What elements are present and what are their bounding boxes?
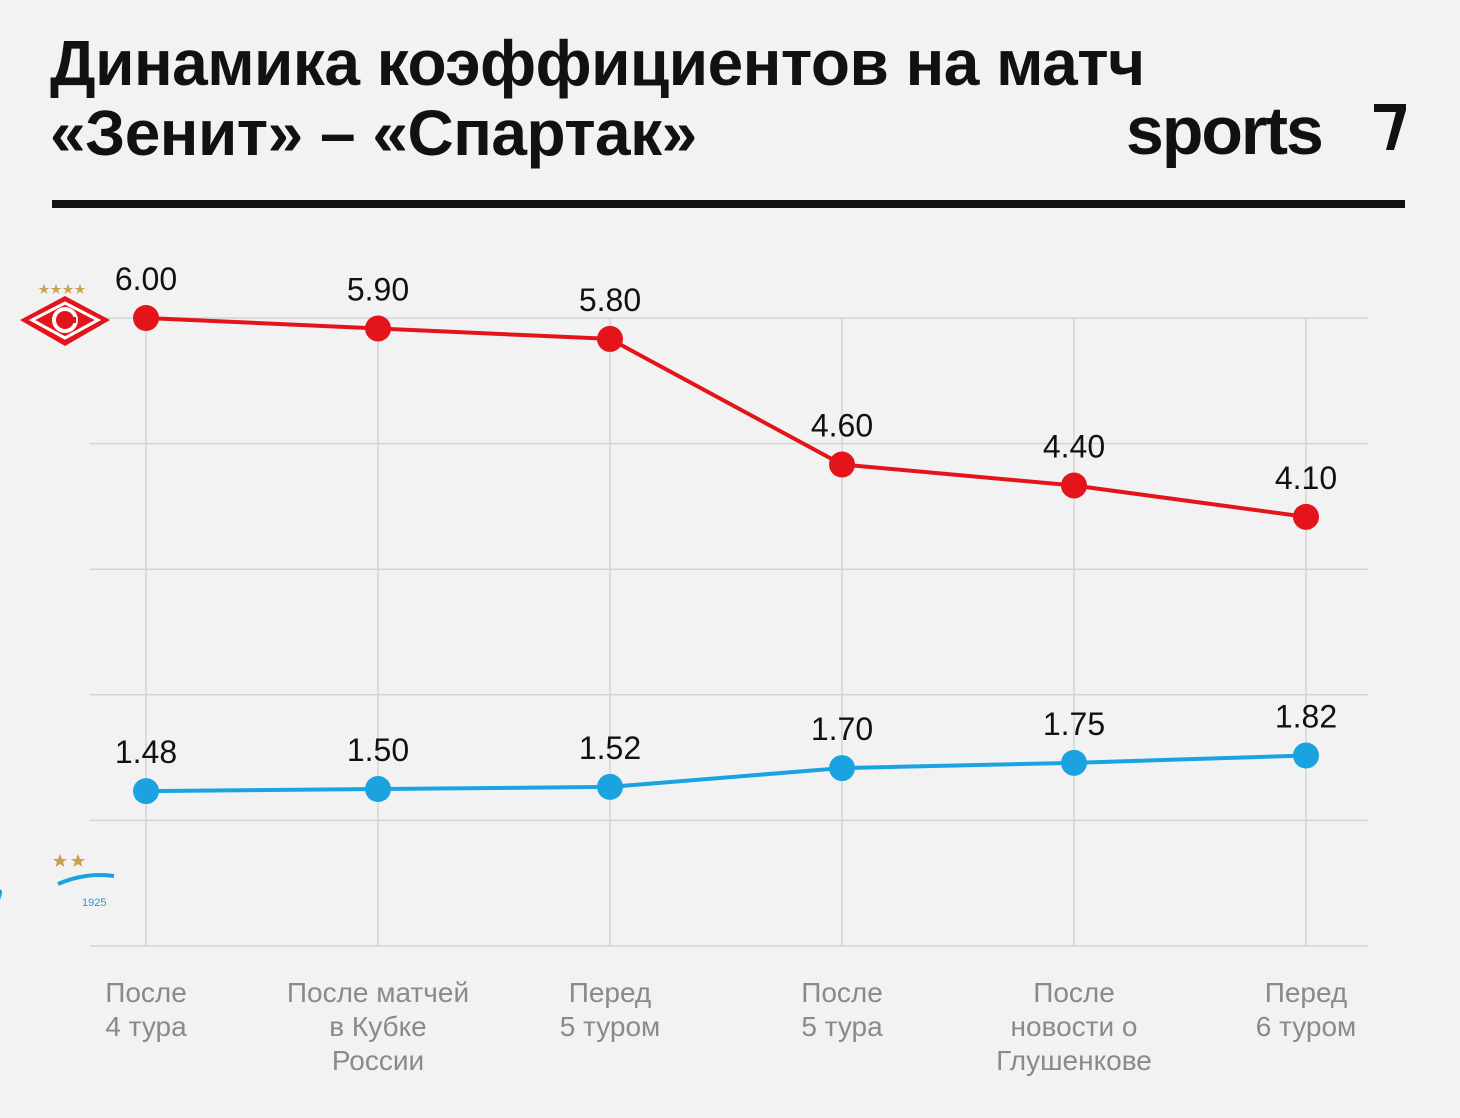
brand-logo: sports: [1126, 93, 1324, 169]
spartak-value-label: 4.10: [1275, 460, 1337, 496]
svg-text:Зенит: Зенит: [0, 872, 7, 917]
spartak-point: [597, 325, 623, 352]
spartak-value-label: 4.60: [811, 408, 873, 444]
x-tick-label: Перед 6 туром: [1256, 977, 1357, 1042]
spartak-value-label: 6.00: [115, 261, 177, 297]
zenit-value-label: 1.82: [1275, 699, 1337, 735]
chart-title: Динамика коэффициентов на матч «Зенит» –…: [50, 28, 1145, 168]
zenit-point: [133, 778, 159, 805]
zenit-logo-icon: Зенит 1925: [0, 854, 115, 917]
brand-mark-icon: [1374, 104, 1406, 150]
spartak-point: [1293, 503, 1319, 530]
spartak-logo-icon: [20, 284, 110, 346]
zenit-value-label: 1.50: [347, 732, 409, 768]
x-tick-label: После 4 тура: [105, 977, 187, 1042]
zenit-value-label: 1.70: [811, 711, 873, 747]
series: 6.00 5.90 5.80 4.60 4.40 4.10 1.48 1.50 1.52 1.70…: [115, 261, 1337, 805]
spartak-line: [145, 316, 1307, 519]
x-tick-label: После матчей в Кубке России: [287, 977, 469, 1076]
title-line-2: «Зенит» – «Спартак»: [50, 97, 697, 169]
spartak-point: [1061, 472, 1087, 499]
spartak-value-label: 5.90: [347, 271, 409, 307]
x-axis-labels: После 4 тура После матчей в Кубке России Пере…: [105, 977, 1356, 1076]
spartak-value-label: 4.40: [1043, 428, 1105, 464]
grid: [90, 317, 1368, 947]
x-tick-label: Перед 5 туром: [560, 977, 661, 1042]
spartak-value-label: 5.80: [579, 282, 641, 318]
zenit-value-label: 1.52: [579, 730, 641, 766]
zenit-value-label: 1.48: [115, 734, 177, 770]
zenit-value-label: 1.75: [1043, 706, 1105, 742]
zenit-point: [365, 776, 391, 802]
x-tick-label: После новости о Глушенкове: [996, 977, 1152, 1076]
spartak-point: [829, 451, 855, 478]
spartak-point: [133, 305, 159, 331]
svg-text:1925: 1925: [82, 897, 106, 909]
zenit-point: [1293, 742, 1319, 769]
zenit-point: [829, 755, 855, 782]
zenit-point: [597, 773, 623, 800]
title-divider: [52, 200, 1405, 208]
zenit-line: [145, 753, 1307, 794]
title-line-1: Динамика коэффициентов на матч: [50, 27, 1145, 99]
zenit-point: [1061, 749, 1087, 776]
x-tick-label: После 5 тура: [801, 977, 883, 1042]
spartak-point: [365, 315, 391, 342]
